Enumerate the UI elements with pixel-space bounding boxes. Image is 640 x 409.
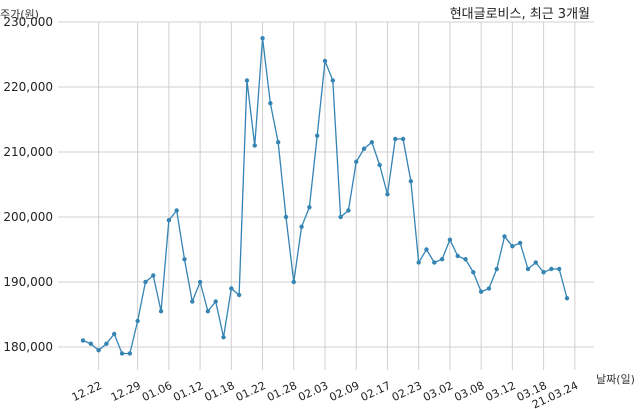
data-point [88, 341, 94, 346]
data-point [346, 208, 351, 213]
data-point [182, 257, 187, 262]
data-point [502, 234, 507, 239]
x-tick-label: 01.06 [140, 379, 174, 404]
x-tick-label: 02.23 [390, 379, 424, 404]
data-point [494, 266, 499, 272]
data-point [478, 289, 484, 294]
data-point [244, 78, 250, 83]
data-point [260, 36, 265, 41]
data-point [354, 159, 359, 164]
data-point [252, 143, 257, 148]
data-point [104, 341, 109, 346]
y-tick-label: 220,000 [3, 80, 53, 94]
data-point [533, 260, 538, 265]
grid [58, 21, 594, 370]
data-point [229, 286, 234, 291]
data-point [486, 286, 492, 291]
data-point [190, 299, 195, 304]
data-point [369, 140, 375, 145]
data-point [471, 270, 476, 275]
x-tick-label: 01.12 [171, 379, 205, 404]
x-tick-label: 03.08 [452, 379, 486, 404]
x-axis-label: 날짜(일) [596, 372, 635, 386]
x-tick-label: 02.17 [359, 379, 393, 404]
data-point [127, 351, 133, 356]
data-point [143, 279, 148, 285]
y-tick-label: 210,000 [3, 145, 53, 159]
chart-title: 현대글로비스, 최근 3개월 [450, 7, 590, 22]
data-point [174, 208, 179, 213]
y-tick-label: 190,000 [3, 275, 53, 289]
y-axis-label: 주가(원) [0, 8, 39, 21]
data-point [112, 331, 117, 337]
data-point [338, 214, 343, 220]
x-tick-label: 01.22 [234, 379, 268, 404]
x-tick-label: 02.09 [327, 379, 361, 404]
data-point [416, 260, 421, 265]
data-point [377, 162, 382, 168]
data-point [510, 244, 515, 249]
y-tick-label: 180,000 [3, 340, 53, 354]
data-point [283, 214, 289, 220]
data-point [96, 348, 101, 353]
x-axis-ticks: 12.22 12.2901.0601.1201.1801.2201.2802.03… [70, 379, 580, 409]
data-point [400, 136, 406, 142]
data-point [119, 351, 125, 356]
data-point [205, 309, 211, 314]
data-point [236, 292, 242, 298]
data-point [564, 296, 570, 301]
data-point [80, 338, 86, 343]
data-point [408, 179, 414, 184]
data-point [455, 253, 460, 259]
data-point [151, 273, 156, 278]
data-point [361, 146, 367, 151]
x-tick-label: 12.22 [70, 379, 104, 404]
data-point [330, 78, 336, 83]
x-tick-label: 01.28 [265, 379, 299, 404]
data-point [158, 309, 164, 314]
data-point [307, 205, 312, 210]
x-tick-label: 02.03 [296, 379, 330, 404]
x-tick-label: 03.02 [421, 379, 455, 404]
data-point [447, 237, 453, 242]
data-point [213, 299, 218, 304]
data-point [197, 279, 203, 285]
data-point [393, 136, 398, 142]
data-point [299, 224, 304, 229]
data-point [432, 260, 437, 265]
y-tick-label: 200,000 [3, 210, 53, 224]
data-point [525, 266, 531, 272]
data-points [80, 36, 570, 356]
data-point [135, 318, 140, 324]
x-tick-label: 03.12 [484, 379, 518, 404]
data-point [517, 240, 523, 246]
data-point [221, 335, 226, 340]
data-point [322, 58, 328, 64]
data-point [556, 266, 562, 272]
data-point [549, 266, 554, 272]
y-axis-ticks: 180,000 190,000 200,000 210,000 220,000 230,0… [3, 15, 53, 354]
data-point [541, 270, 546, 275]
y-tick-label: 230,000 [3, 15, 53, 29]
data-point [385, 192, 390, 197]
x-tick-label: 01.18 [203, 379, 237, 404]
data-point [439, 257, 445, 262]
data-point [424, 247, 429, 252]
data-point [268, 101, 273, 106]
x-tick-label: 12.29 [109, 379, 143, 404]
data-point [463, 257, 468, 262]
data-point [275, 140, 281, 145]
data-point [314, 133, 320, 138]
data-point [166, 218, 172, 223]
data-point [291, 279, 296, 285]
